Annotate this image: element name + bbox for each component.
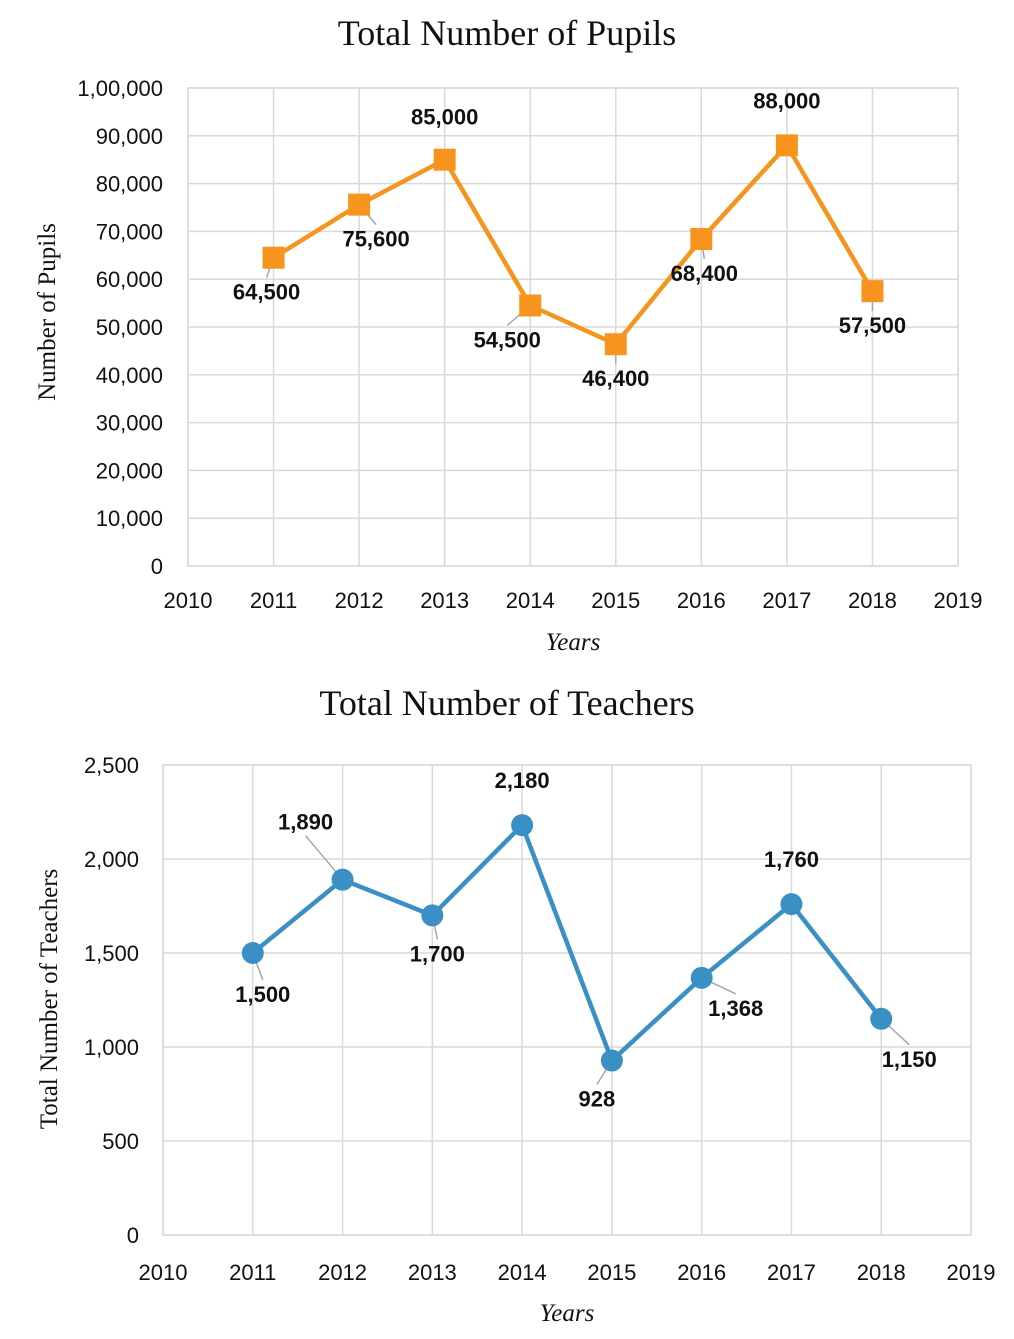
- y-tick-label: 70,000: [96, 219, 163, 244]
- x-tick-label: 2018: [857, 1260, 906, 1285]
- data-label: 928: [579, 1087, 616, 1112]
- data-label: 1,760: [764, 847, 819, 872]
- plot-frame: [162, 764, 972, 1236]
- y-tick-label: 1,000: [84, 1035, 139, 1060]
- x-tick-label: 2018: [848, 588, 897, 613]
- data-label: 57,500: [839, 313, 906, 338]
- teachers-chart: 0 500 1,000 1,500 2,000 2,500 2010 2011 2012 2013…: [36, 753, 996, 1327]
- chart-title: Total Number of Pupils: [337, 13, 677, 53]
- data-point: [421, 904, 444, 927]
- data-point: [780, 893, 803, 916]
- data-point: [775, 134, 798, 157]
- data-label: 68,400: [671, 261, 738, 286]
- y-axis-title: Number of Pupils: [34, 223, 61, 401]
- data-point: [690, 966, 713, 989]
- data-point: [433, 148, 456, 171]
- x-tick-label: 2012: [318, 1260, 367, 1285]
- data-label: 64,500: [233, 280, 300, 305]
- y-tick-label: 0: [127, 1223, 139, 1248]
- data-label: 1,890: [278, 810, 333, 835]
- data-label: 1,700: [410, 941, 465, 966]
- series-line: [251, 822, 883, 1063]
- y-axis-title: Total Number of Teachers: [36, 869, 63, 1130]
- x-tick-label: 2012: [335, 588, 384, 613]
- x-tick-label: 2013: [420, 588, 469, 613]
- y-tick-label: 60,000: [96, 267, 163, 292]
- y-tick-label: 1,00,000: [77, 76, 163, 101]
- y-tick-label: 2,000: [84, 847, 139, 872]
- y-tick-label: 10,000: [96, 506, 163, 531]
- x-tick-label: 2017: [762, 588, 811, 613]
- x-tick-label: 2014: [506, 588, 555, 613]
- x-axis-title: Years: [540, 1300, 595, 1327]
- plot-frame: [187, 87, 959, 567]
- x-tick-label: 2010: [164, 588, 213, 613]
- x-tick-label: 2019: [934, 588, 983, 613]
- x-axis-title: Years: [546, 629, 601, 656]
- data-label: 1,368: [708, 996, 763, 1021]
- data-label: 75,600: [342, 227, 409, 252]
- y-tick-label: 90,000: [96, 124, 163, 149]
- x-tick-label: 2016: [677, 1260, 726, 1285]
- x-tick-label: 2010: [139, 1260, 188, 1285]
- y-tick-label: 80,000: [96, 172, 163, 197]
- data-point: [870, 1007, 893, 1030]
- data-point: [519, 294, 542, 317]
- pupils-chart-panel: Total Number of Pupils 0 10,000 20,000 30,0…: [0, 0, 1014, 668]
- data-point: [262, 246, 285, 269]
- x-tick-label: 2017: [767, 1260, 816, 1285]
- data-point: [690, 228, 713, 251]
- y-tick-label: 50,000: [96, 315, 163, 340]
- teachers-chart-panel: Total Number of Teachers 0 500 1,000 1,500 2…: [0, 668, 1014, 1339]
- data-label: 2,180: [495, 768, 550, 793]
- x-tick-label: 2015: [591, 588, 640, 613]
- data-label: 46,400: [582, 366, 649, 391]
- x-tick-label: 2014: [498, 1260, 547, 1285]
- y-tick-label: 0: [151, 554, 163, 579]
- y-tick-label: 2,500: [84, 753, 139, 778]
- data-label: 54,500: [474, 327, 541, 352]
- series-line: [272, 143, 875, 347]
- data-label: 85,000: [411, 105, 478, 130]
- y-tick-label: 1,500: [84, 941, 139, 966]
- data-point: [511, 814, 534, 837]
- data-label: 88,000: [753, 88, 820, 113]
- x-tick-label: 2019: [947, 1260, 996, 1285]
- y-tick-label: 20,000: [96, 458, 163, 483]
- data-point: [600, 1049, 623, 1072]
- chart-title: Total Number of Teachers: [319, 683, 695, 723]
- data-label: 1,500: [235, 982, 290, 1007]
- x-tick-label: 2011: [229, 1260, 276, 1285]
- pupils-chart: 0 10,000 20,000 30,000 40,000 50,000 60,000 70,…: [34, 76, 983, 656]
- x-tick-label: 2015: [587, 1260, 636, 1285]
- data-point: [241, 942, 264, 964]
- y-tick-label: 30,000: [96, 411, 163, 436]
- x-tick-label: 2013: [408, 1260, 457, 1285]
- data-label: 1,150: [882, 1047, 937, 1072]
- data-point: [348, 193, 371, 216]
- data-point: [331, 868, 354, 891]
- y-tick-label: 40,000: [96, 363, 163, 388]
- x-tick-label: 2011: [250, 588, 297, 613]
- y-tick-label: 500: [102, 1129, 139, 1154]
- data-point: [604, 333, 627, 356]
- data-point: [861, 280, 884, 303]
- x-tick-label: 2016: [677, 588, 726, 613]
